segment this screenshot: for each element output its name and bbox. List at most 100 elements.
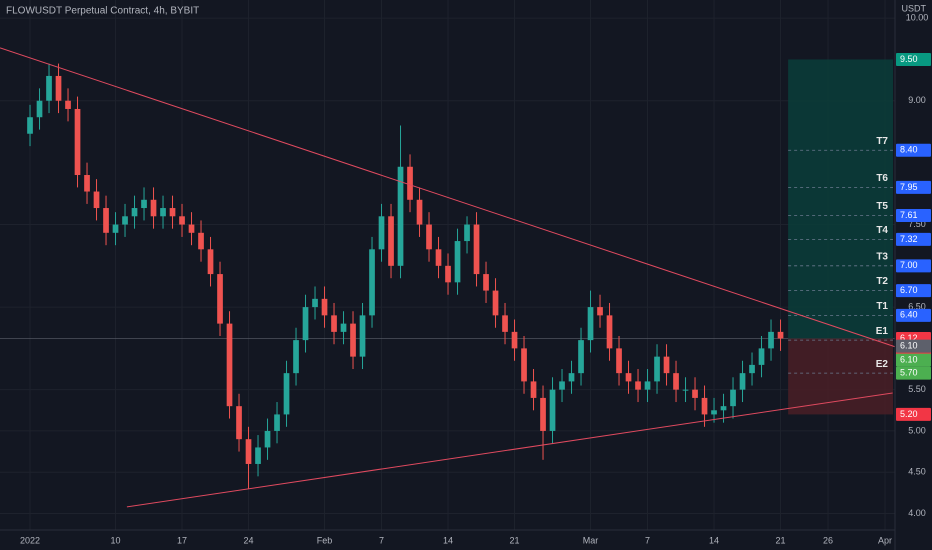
candle-body	[55, 75, 62, 101]
price-tag	[896, 366, 931, 380]
candle-body	[426, 224, 432, 250]
price-tag	[896, 259, 931, 273]
candle-body	[749, 364, 755, 374]
candle-body	[84, 175, 90, 192]
price-tag-label: 8.40	[900, 145, 918, 155]
candle-body	[587, 307, 594, 341]
candle-body	[397, 166, 404, 266]
price-tag	[896, 284, 931, 298]
candle-body	[179, 216, 185, 225]
candle-body	[682, 389, 689, 391]
candle-body	[302, 307, 309, 341]
x-tick-label: Mar	[583, 535, 599, 545]
x-tick-label: 26	[823, 535, 833, 545]
candle-body	[245, 439, 252, 464]
price-tag	[896, 308, 931, 322]
level-name: T7	[876, 136, 888, 147]
price-tag-label: 7.95	[900, 182, 918, 192]
candle-body	[188, 224, 195, 233]
candle-body	[739, 373, 746, 390]
candle-body	[473, 224, 480, 275]
candle-body	[340, 323, 347, 332]
candle-body	[540, 397, 546, 431]
level-name: T3	[876, 251, 888, 262]
candle-body	[701, 397, 708, 415]
candle-body	[559, 381, 565, 390]
level-name: T5	[876, 201, 888, 212]
y-tick-label: 9.00	[908, 95, 926, 105]
loss-zone	[788, 338, 893, 415]
y-tick-label: 7.50	[908, 219, 926, 229]
candle-body	[644, 381, 651, 390]
x-tick-label: 2022	[20, 535, 40, 545]
price-tag-label: 9.50	[900, 54, 918, 64]
price-tag-label: 6.10	[900, 354, 918, 364]
price-tag-label: 6.10	[900, 340, 918, 350]
price-tag	[896, 143, 931, 157]
candle-body	[673, 373, 679, 390]
candle-body	[549, 389, 556, 431]
trendline	[126, 392, 893, 508]
candle-body	[255, 447, 261, 464]
level-name: T4	[876, 225, 888, 236]
candle-body	[312, 298, 318, 308]
level-name: E1	[876, 326, 889, 337]
x-tick-label: 21	[510, 535, 520, 545]
candle-body	[122, 216, 128, 225]
x-tick-label: 14	[443, 535, 453, 545]
price-tag	[896, 52, 931, 66]
candle-body	[445, 265, 451, 283]
candle-body	[331, 315, 337, 332]
x-tick-label: Feb	[317, 535, 333, 545]
y-tick-label: 4.50	[908, 467, 926, 477]
candle-body	[720, 406, 727, 411]
price-tag-label: 7.32	[900, 234, 918, 244]
price-tag-label: 7.00	[900, 260, 918, 270]
x-tick-label: 7	[379, 535, 384, 545]
candle-body	[65, 100, 71, 109]
candle-body	[483, 274, 489, 291]
candle-body	[198, 232, 204, 250]
profit-zone	[788, 59, 893, 339]
candle-body	[150, 199, 157, 217]
candle-body	[511, 331, 518, 349]
level-name: T2	[876, 276, 888, 287]
candle-body	[388, 216, 394, 266]
candle-body	[521, 348, 527, 382]
candle-body	[464, 224, 470, 242]
currency: USDT	[902, 3, 927, 13]
price-tag	[896, 407, 931, 421]
candle-body	[530, 381, 537, 398]
candle-body	[435, 249, 442, 266]
candle-body	[274, 414, 280, 431]
y-tick-label: 6.50	[908, 301, 926, 311]
y-tick-label: 10.00	[906, 13, 929, 23]
candle-body	[321, 298, 328, 316]
candle-body	[606, 315, 613, 349]
candle-body	[616, 348, 622, 374]
candle-body	[217, 274, 223, 324]
x-tick-label: 21	[776, 535, 786, 545]
y-tick-label: 5.50	[908, 384, 926, 394]
price-tag	[896, 232, 931, 246]
price-tag-label: 7.61	[900, 210, 918, 220]
candle-body	[160, 208, 166, 217]
candle-body	[207, 249, 214, 275]
candle-body	[103, 208, 109, 233]
candle-body	[730, 389, 736, 407]
candle-body	[236, 406, 242, 440]
price-tag	[896, 353, 931, 367]
x-tick-label: Apr	[878, 535, 892, 545]
candle-body	[635, 381, 641, 390]
candle-body	[378, 216, 385, 250]
candle-body	[141, 199, 147, 209]
candle-body	[93, 191, 100, 209]
price-tag	[896, 208, 931, 222]
price-tag-label: 5.20	[900, 409, 918, 419]
candle-body	[169, 208, 176, 217]
y-tick-label: 5.00	[908, 425, 926, 435]
candle-body	[578, 340, 584, 374]
